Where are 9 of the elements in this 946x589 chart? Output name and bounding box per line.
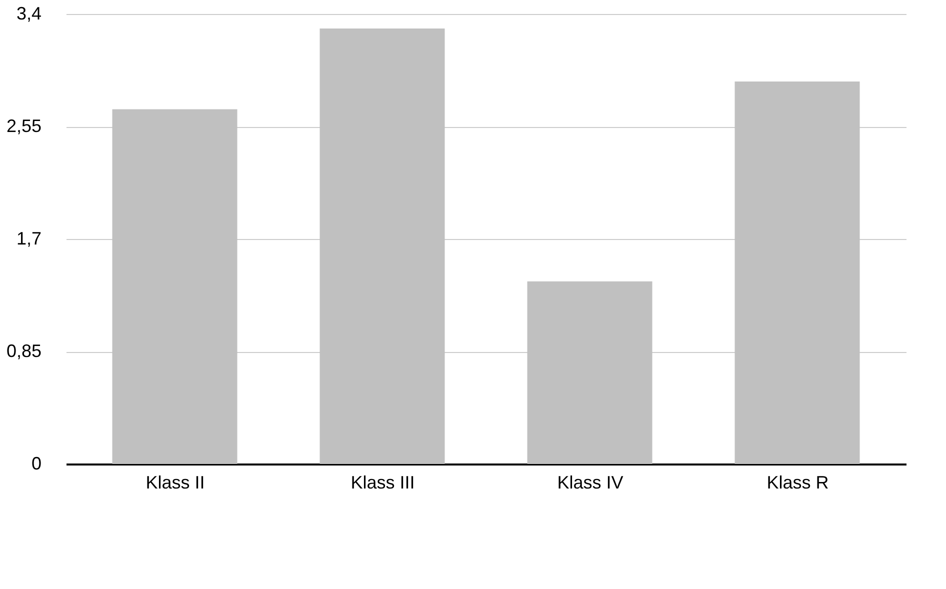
y-tick-label: 2,55 bbox=[6, 116, 42, 136]
x-tick-label: Klass II bbox=[146, 472, 205, 492]
x-tick-label: Klass R bbox=[766, 472, 829, 492]
y-tick-label: 1,7 bbox=[16, 228, 42, 248]
x-tick-label: Klass IV bbox=[557, 472, 624, 492]
y-tick-label: 0 bbox=[31, 454, 42, 474]
y-tick-label: 0,85 bbox=[6, 341, 42, 361]
x-tick-label: Klass III bbox=[350, 472, 415, 492]
y-tick-label: 3,4 bbox=[16, 4, 42, 24]
